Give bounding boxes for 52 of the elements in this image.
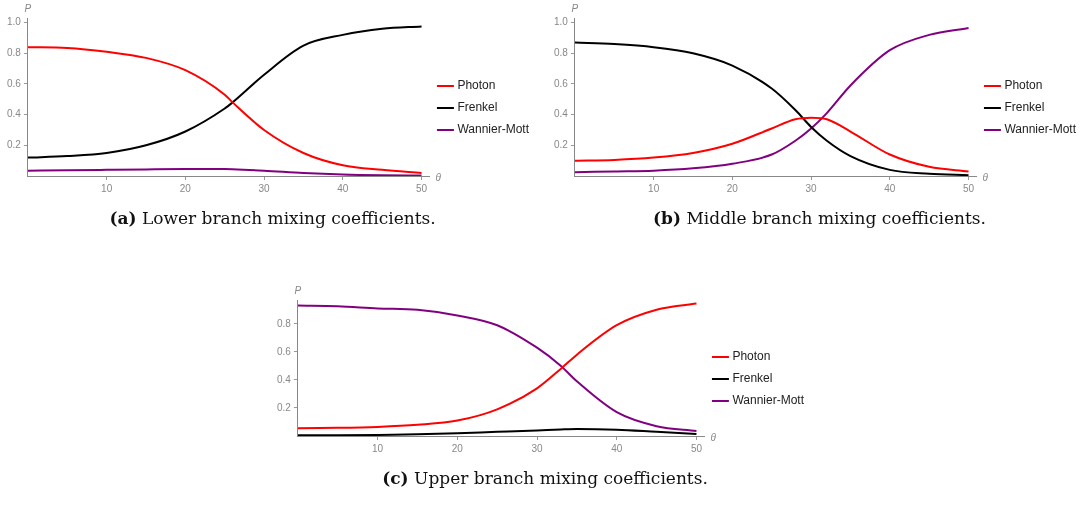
line-series — [297, 427, 698, 436]
text: (b) Middle branch mixing coefficients. — [652, 208, 987, 228]
x-tick-label: 20 — [451, 442, 464, 454]
x-tick-label: 50 — [962, 182, 975, 194]
x-tick-label: 40 — [611, 442, 623, 454]
text: (c) Upper branch mixing coefficients. — [381, 468, 709, 488]
y-tick-label: 0.6 — [554, 77, 569, 89]
y-tick-label: 0.8 — [7, 47, 22, 59]
legend-label: Frenkel — [1004, 100, 1045, 115]
x-axis-title: θ — [710, 431, 717, 443]
x-tick-label: 10 — [648, 182, 660, 194]
y-tick-label: 0.2 — [7, 139, 22, 151]
y-tick-label: 0.2 — [554, 139, 569, 151]
legend-label: Wannier-Mott — [1004, 122, 1077, 137]
y-tick-label: 0.8 — [277, 317, 292, 329]
x-tick-label: 10 — [101, 182, 113, 194]
y-tick-label: 0.4 — [277, 373, 292, 385]
x-tick-label: 20 — [726, 182, 739, 194]
y-tick-label: 0.4 — [7, 108, 22, 120]
legend-label: Frenkel — [732, 371, 773, 386]
y-tick-label: 1.0 — [7, 16, 22, 28]
legend-label: Photon — [457, 78, 496, 93]
y-tick-label: 0.2 — [277, 401, 292, 413]
x-tick-label: 30 — [258, 182, 271, 194]
y-axis-title: P — [24, 2, 32, 14]
line-series — [27, 25, 423, 159]
y-axis-title: P — [294, 284, 302, 296]
x-axis-title: θ — [435, 171, 442, 183]
legend-label: Photon — [1004, 78, 1043, 93]
line-series — [574, 116, 970, 173]
x-tick-label: 50 — [690, 442, 703, 454]
text: (a) Lower branch mixing coefficients. — [108, 208, 437, 228]
x-tick-label: 40 — [884, 182, 896, 194]
x-axis-title: θ — [982, 171, 989, 183]
x-tick-label: 30 — [531, 442, 544, 454]
y-axis-title: P — [571, 2, 579, 14]
x-tick-label: 40 — [337, 182, 349, 194]
y-tick-label: 0.4 — [554, 108, 569, 120]
legend-label: Wannier-Mott — [732, 393, 805, 408]
legend-label: Wannier-Mott — [457, 122, 530, 137]
y-tick-label: 0.6 — [277, 345, 292, 357]
line-series — [27, 168, 423, 176]
y-tick-label: 0.8 — [554, 47, 569, 59]
x-tick-label: 50 — [415, 182, 428, 194]
x-tick-label: 30 — [805, 182, 818, 194]
x-tick-label: 20 — [179, 182, 192, 194]
y-tick-label: 1.0 — [554, 16, 569, 28]
legend-label: Photon — [732, 349, 771, 364]
y-tick-label: 0.6 — [7, 77, 22, 89]
line-series — [27, 46, 423, 174]
x-tick-label: 10 — [372, 442, 384, 454]
legend-label: Frenkel — [457, 100, 498, 115]
